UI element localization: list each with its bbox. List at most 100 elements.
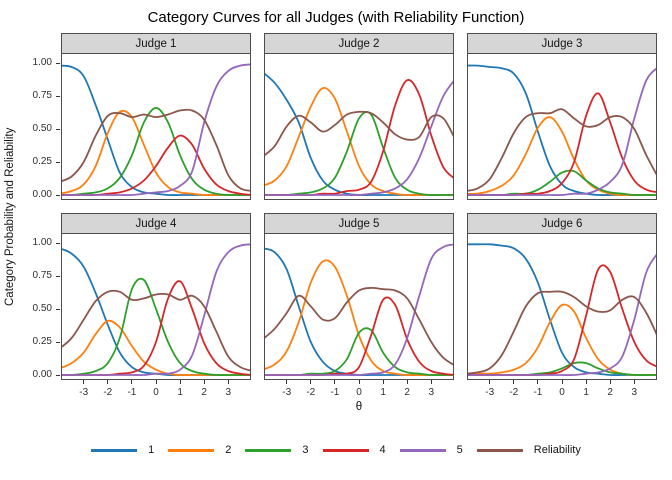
x-tick-mark [489, 380, 491, 384]
facet-panel-judge-6 [467, 233, 657, 380]
x-axis-title: θ [355, 401, 363, 413]
curve-1 [468, 243, 656, 376]
x-tick-label: 0 [559, 387, 565, 398]
x-tick-label: -3 [485, 387, 495, 398]
legend-label: Reliability [533, 444, 581, 456]
x-tick-mark [310, 380, 312, 384]
x-tick-mark [633, 380, 635, 384]
x-tick-mark [83, 380, 85, 384]
facet-panel-judge-4 [61, 233, 251, 380]
x-tick-mark [382, 380, 384, 384]
x-tick-mark [561, 380, 563, 384]
curve-5 [468, 253, 656, 376]
x-tick-label: 1 [380, 387, 386, 398]
facet-strip-judge-4: Judge 4 [61, 213, 251, 234]
judge-6-curves [468, 243, 656, 376]
x-tick-label: 3 [225, 387, 232, 398]
judge-2-curves [265, 73, 453, 196]
y-tick-label: 0.50 [32, 303, 52, 314]
y-tick-label: 0.25 [32, 336, 52, 347]
y-tick-label: 0.50 [32, 123, 52, 134]
curve-2 [468, 116, 656, 196]
y-tick-mark [56, 62, 60, 64]
y-tick-label: 0.00 [32, 189, 52, 200]
x-tick-label: -2 [306, 387, 316, 398]
legend-line-icon [245, 448, 292, 452]
curve-5 [265, 80, 453, 196]
facet-strip-label: Judge 1 [135, 37, 177, 50]
legend: 1 2 3 4 5 Reliability [0, 444, 672, 456]
legend-line-icon [322, 448, 369, 452]
judge-3-curves [468, 64, 656, 196]
curve-reliability [62, 108, 250, 192]
facet-strip-judge-2: Judge 2 [264, 33, 454, 54]
y-tick-label: 0.25 [32, 156, 52, 167]
x-tick-mark [107, 380, 109, 384]
x-tick-mark [585, 380, 587, 384]
x-tick-mark [155, 380, 157, 384]
judge-1-curves [62, 63, 250, 196]
y-tick-mark [56, 128, 60, 130]
y-tick-mark [56, 161, 60, 163]
curve-3 [62, 277, 250, 376]
facet-strip-judge-3: Judge 3 [467, 33, 657, 54]
x-tick-mark [406, 380, 408, 384]
legend-line-icon [476, 448, 523, 452]
curve-5 [62, 63, 250, 196]
facet-strip-label: Judge 4 [135, 217, 177, 230]
x-tick-mark [334, 380, 336, 384]
x-tick-label: 2 [201, 387, 207, 398]
facet-strip-label: Judge 2 [338, 37, 380, 50]
y-tick-mark [56, 341, 60, 343]
curve-reliability [62, 289, 250, 372]
legend-item-2: 2 [168, 444, 231, 456]
curve-4 [265, 79, 453, 196]
y-tick-mark [56, 242, 60, 244]
x-tick-label: 1 [177, 387, 183, 398]
legend-item-1: 1 [91, 444, 154, 456]
curve-5 [265, 243, 453, 376]
curve-reliability [265, 110, 453, 156]
y-tick-label: 1.00 [32, 237, 52, 248]
facet-strip-label: Judge 5 [338, 217, 380, 230]
facet-strip-label: Judge 6 [541, 217, 583, 230]
x-tick-mark [286, 380, 288, 384]
facet-panel-judge-5 [264, 233, 454, 380]
x-tick-label: 0 [356, 387, 362, 398]
curve-3 [62, 107, 250, 196]
x-tick-mark [131, 380, 133, 384]
x-tick-mark [227, 380, 229, 384]
curve-4 [62, 134, 250, 196]
y-tick-label: 0.00 [32, 369, 52, 380]
x-tick-label: 0 [153, 387, 159, 398]
x-tick-mark [358, 380, 360, 384]
x-tick-mark [609, 380, 611, 384]
legend-item-reliability: Reliability [476, 444, 581, 456]
y-tick-mark [56, 275, 60, 277]
y-tick-mark [56, 95, 60, 97]
y-tick-label: 0.75 [32, 90, 52, 101]
x-tick-label: -1 [330, 387, 340, 398]
curve-2 [62, 109, 250, 196]
facet-strip-judge-5: Judge 5 [264, 213, 454, 234]
legend-line-icon [399, 448, 446, 452]
x-tick-label: -1 [127, 387, 137, 398]
legend-item-5: 5 [399, 444, 463, 456]
x-tick-mark [430, 380, 432, 384]
legend-label: 1 [148, 444, 155, 456]
legend-item-4: 4 [322, 444, 386, 456]
x-tick-label: -3 [282, 387, 292, 398]
facet-strip-label: Judge 3 [541, 37, 583, 50]
facet-strip-judge-6: Judge 6 [467, 213, 657, 234]
legend-label: 5 [456, 444, 463, 456]
y-tick-mark [56, 374, 60, 376]
x-tick-mark [179, 380, 181, 384]
x-tick-label: -1 [533, 387, 543, 398]
curve-1 [265, 73, 453, 196]
legend-line-icon [168, 448, 215, 452]
y-tick-label: 0.75 [32, 270, 52, 281]
judge-4-curves [62, 243, 250, 376]
curve-reliability [265, 286, 453, 366]
x-tick-label: -3 [79, 387, 89, 398]
